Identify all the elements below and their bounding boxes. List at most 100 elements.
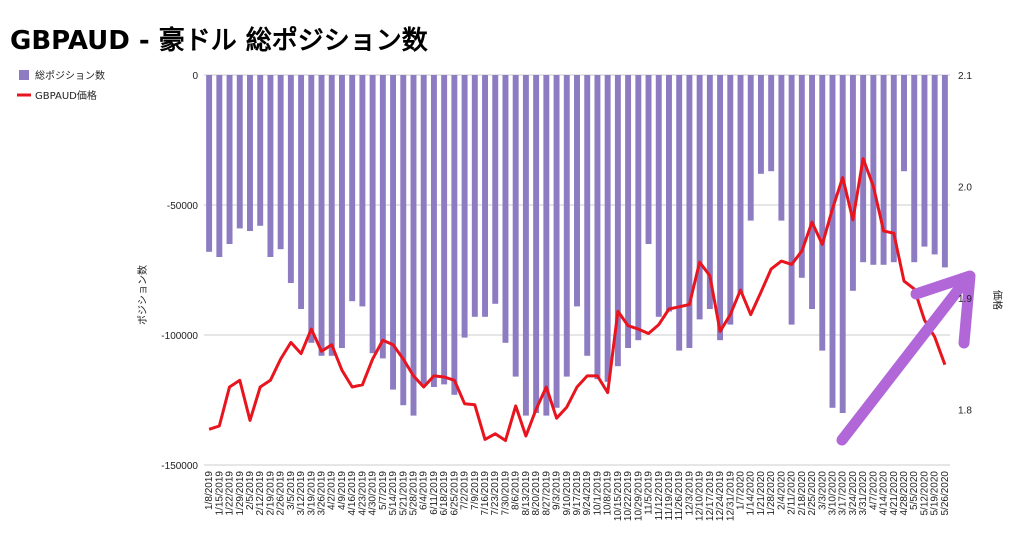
bar (267, 75, 274, 257)
bar (574, 75, 580, 307)
bar (206, 75, 213, 252)
x-tick-label: 2/25/2020 (807, 471, 818, 516)
bar (277, 75, 284, 250)
x-tick-label: 12/24/2019 (715, 471, 726, 521)
y-right-tick-label: 1.8 (958, 405, 972, 416)
x-tick-label: 9/3/2019 (552, 471, 563, 510)
bar (420, 75, 427, 385)
x-tick-label: 4/16/2019 (347, 471, 358, 516)
bar (563, 75, 570, 377)
x-tick-label: 2/5/2019 (245, 471, 256, 510)
x-tick-label: 9/24/2019 (582, 471, 593, 516)
bar (247, 75, 253, 231)
x-tick-label: 3/3/2020 (817, 471, 828, 510)
x-tick-label: 3/31/2020 (858, 471, 869, 516)
x-tick-label: 4/21/2020 (889, 471, 900, 516)
x-tick-label: 7/9/2019 (470, 471, 481, 510)
bar (338, 75, 345, 348)
bar (757, 75, 764, 174)
x-tick-label: 1/8/2019 (204, 471, 215, 510)
x-tick-label: 8/27/2019 (541, 471, 552, 516)
bar (390, 75, 397, 390)
bar (308, 75, 315, 343)
bar (482, 75, 488, 317)
x-tick-label: 5/21/2019 (398, 471, 409, 516)
x-tick-label: 3/10/2020 (828, 471, 839, 516)
bar (236, 75, 243, 229)
x-tick-label: 6/18/2019 (439, 471, 450, 516)
y-axis-right-label: 価格 (991, 290, 1004, 310)
x-tick-label: 9/10/2019 (562, 471, 573, 516)
x-tick-label: 4/7/2020 (868, 471, 879, 510)
x-tick-label: 1/28/2020 (766, 471, 777, 516)
x-tick-label: 2/12/2019 (255, 471, 266, 516)
bar (257, 75, 264, 226)
x-tick-label: 8/6/2019 (511, 471, 522, 510)
bar (666, 75, 672, 312)
y-right-tick-label: 2.0 (958, 182, 972, 193)
bar (839, 75, 846, 413)
bar (727, 75, 734, 325)
y-right-tick-label: 2.1 (958, 71, 972, 82)
bar (880, 75, 887, 265)
legend-swatch-bar (19, 70, 29, 80)
bar (901, 75, 907, 172)
x-tick-label: 2/18/2020 (797, 471, 808, 516)
x-tick-label: 5/28/2019 (409, 471, 420, 516)
bar (216, 75, 223, 257)
y-axis-left: 0 -50000 -100000 -150000 (161, 71, 198, 472)
y-right-tick-label: 1.9 (958, 294, 972, 305)
x-tick-label: 1/15/2019 (214, 471, 225, 516)
x-tick-label: 2/11/2020 (787, 471, 798, 515)
x-tick-label: 4/9/2019 (337, 471, 348, 510)
x-tick-label: 10/15/2019 (613, 471, 624, 521)
x-tick-label: 6/4/2019 (419, 471, 430, 510)
y-left-tick-label: 0 (192, 71, 198, 82)
x-tick-label: 10/1/2019 (592, 471, 603, 516)
x-tick-label: 4/30/2019 (368, 471, 379, 516)
x-tick-label: 10/8/2019 (603, 471, 614, 516)
x-tick-label: 3/5/2019 (286, 471, 297, 510)
bar (706, 75, 713, 309)
x-tick-label: 12/31/2019 (725, 471, 736, 521)
x-axis: 1/8/2019 1/15/2019 1/22/2019 1/29/2019 2/5/2… (204, 471, 951, 521)
x-tick-label: 8/13/2019 (521, 471, 532, 516)
x-tick-label: 3/19/2019 (306, 471, 317, 516)
x-tick-label: 3/24/2020 (848, 471, 859, 516)
x-tick-label: 6/11/2019 (429, 471, 440, 515)
x-tick-label: 5/19/2020 (930, 471, 941, 516)
x-tick-label: 1/22/2019 (225, 471, 236, 516)
x-tick-label: 1/14/2020 (746, 471, 757, 516)
chart-title: GBPAUD - 豪ドル 総ポジション数 (10, 26, 428, 56)
x-tick-label: 11/19/2019 (664, 471, 675, 521)
x-tick-label: 4/2/2019 (327, 471, 338, 510)
legend: 総ポジション数 GBPAUD価格 (17, 69, 105, 102)
y-left-tick-label: -100000 (161, 331, 198, 342)
bar (543, 75, 550, 416)
x-tick-label: 5/26/2020 (940, 471, 951, 516)
bar (686, 75, 693, 348)
bar (645, 75, 652, 244)
bar (287, 75, 294, 283)
bar (461, 75, 468, 338)
bar (359, 75, 366, 307)
x-tick-label: 11/12/2019 (654, 471, 665, 521)
bar (584, 75, 591, 356)
bar (778, 75, 785, 221)
bar (451, 75, 458, 395)
bar (400, 75, 407, 406)
bar (328, 75, 335, 356)
line-series (208, 157, 947, 442)
x-tick-label: 7/16/2019 (480, 471, 491, 516)
x-tick-label: 8/20/2019 (531, 471, 542, 516)
x-tick-label: 4/28/2020 (899, 471, 910, 516)
x-tick-label: 7/2/2019 (460, 471, 471, 510)
bar (369, 75, 376, 354)
arrow-shaft (836, 279, 968, 446)
bar (655, 75, 662, 317)
arrow-head (910, 270, 976, 349)
legend-label-line: GBPAUD価格 (35, 89, 97, 102)
y-axis-left-label: ポジション数 (136, 265, 149, 325)
x-tick-label: 1/21/2020 (756, 471, 767, 516)
bar (870, 75, 877, 265)
